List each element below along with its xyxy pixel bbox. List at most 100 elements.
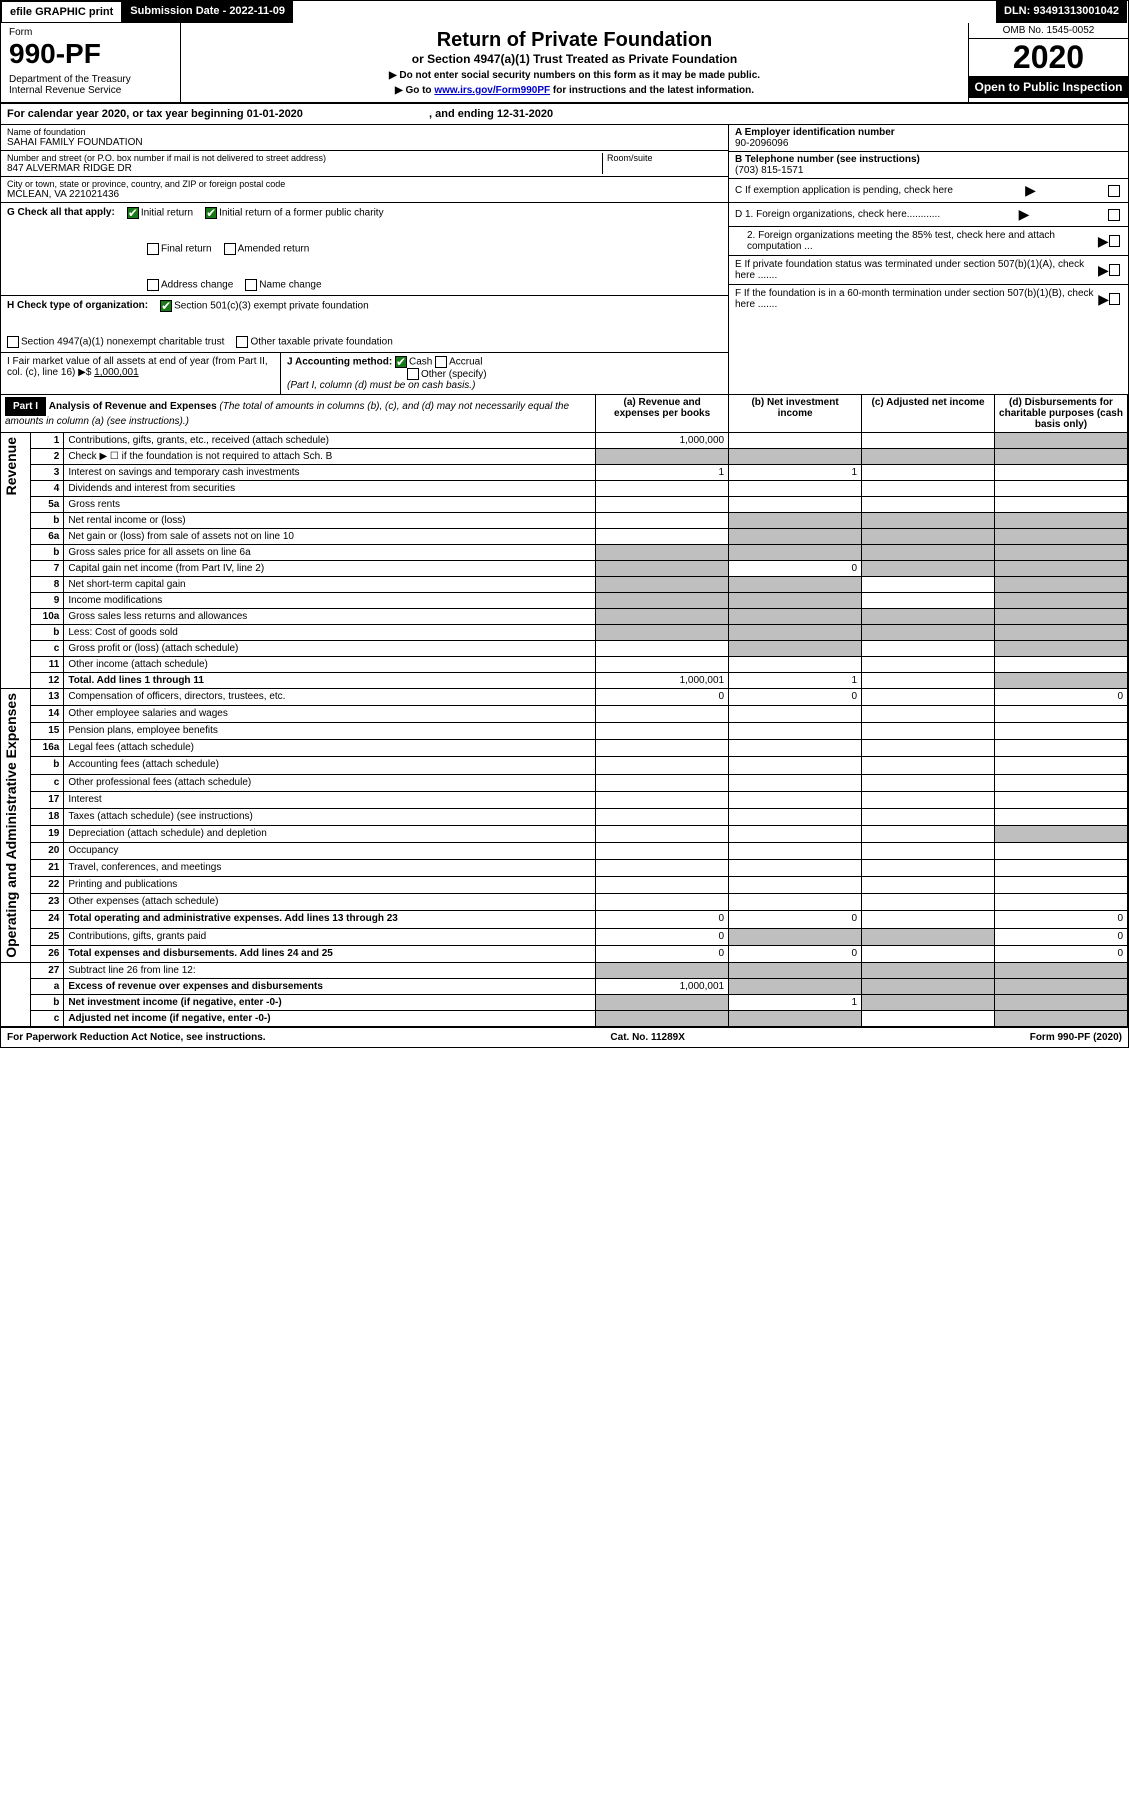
cell-c bbox=[862, 860, 995, 877]
cell-a bbox=[596, 593, 729, 609]
chk-accrual[interactable] bbox=[435, 356, 447, 368]
cell-d bbox=[995, 449, 1128, 465]
cell-c bbox=[862, 945, 995, 962]
line-27: 27Subtract line 26 from line 12: bbox=[1, 962, 1128, 978]
line-num: 20 bbox=[30, 842, 64, 859]
line-13: Operating and Administrative Expenses13C… bbox=[1, 689, 1128, 706]
line-desc: Dividends and interest from securities bbox=[64, 481, 596, 497]
cell-d: 0 bbox=[995, 945, 1128, 962]
line-7: 7Capital gain net income (from Part IV, … bbox=[1, 561, 1128, 577]
chk-amended[interactable] bbox=[224, 243, 236, 255]
line-num: c bbox=[30, 774, 64, 791]
line-num: 9 bbox=[30, 593, 64, 609]
chk-initial-former[interactable] bbox=[205, 207, 217, 219]
line-num: a bbox=[30, 978, 64, 994]
line-16c: cOther professional fees (attach schedul… bbox=[1, 774, 1128, 791]
cell-b bbox=[729, 978, 862, 994]
form-label: Form bbox=[9, 27, 172, 38]
cell-d bbox=[995, 657, 1128, 673]
cell-d bbox=[995, 825, 1128, 842]
top-bar: efile GRAPHIC print Submission Date - 20… bbox=[1, 1, 1128, 23]
chk-cash[interactable] bbox=[395, 356, 407, 368]
cell-b: 1 bbox=[729, 673, 862, 689]
cell-b bbox=[729, 894, 862, 911]
cell-a bbox=[596, 481, 729, 497]
g-check-row: G Check all that apply: Initial return I… bbox=[1, 203, 728, 296]
cell-b bbox=[729, 962, 862, 978]
chk-f[interactable] bbox=[1109, 293, 1120, 305]
chk-d1[interactable] bbox=[1108, 209, 1120, 221]
line-desc: Less: Cost of goods sold bbox=[64, 625, 596, 641]
cell-b bbox=[729, 545, 862, 561]
chk-4947a1[interactable] bbox=[7, 336, 19, 348]
line-desc: Income modifications bbox=[64, 593, 596, 609]
cell-c bbox=[862, 1010, 995, 1026]
cell-a bbox=[596, 497, 729, 513]
cell-a bbox=[596, 561, 729, 577]
cell-d bbox=[995, 791, 1128, 808]
line-desc: Other professional fees (attach schedule… bbox=[64, 774, 596, 791]
line-desc: Gross sales price for all assets on line… bbox=[64, 545, 596, 561]
line-desc: Interest bbox=[64, 791, 596, 808]
chk-other-taxable[interactable] bbox=[236, 336, 248, 348]
cell-d bbox=[995, 673, 1128, 689]
form-title: Return of Private Foundation bbox=[187, 29, 962, 52]
cell-d: 0 bbox=[995, 911, 1128, 928]
city-state-zip: MCLEAN, VA 221021436 bbox=[7, 189, 722, 200]
line-num: 23 bbox=[30, 894, 64, 911]
line-desc: Subtract line 26 from line 12: bbox=[64, 962, 596, 978]
cell-a bbox=[596, 545, 729, 561]
chk-address-change[interactable] bbox=[147, 279, 159, 291]
cell-c bbox=[862, 609, 995, 625]
cell-a: 1,000,001 bbox=[596, 673, 729, 689]
efile-print[interactable]: efile GRAPHIC print bbox=[1, 1, 122, 23]
cell-c bbox=[862, 911, 995, 928]
chk-501c3[interactable] bbox=[160, 300, 172, 312]
cell-a bbox=[596, 962, 729, 978]
cell-c bbox=[862, 497, 995, 513]
chk-d2[interactable] bbox=[1109, 235, 1120, 247]
cell-b bbox=[729, 449, 862, 465]
goto-note: ▶ Go to www.irs.gov/Form990PF for instru… bbox=[187, 85, 962, 96]
cell-a bbox=[596, 774, 729, 791]
chk-initial-return[interactable] bbox=[127, 207, 139, 219]
cat-no: Cat. No. 11289X bbox=[610, 1032, 684, 1043]
chk-e[interactable] bbox=[1109, 264, 1120, 276]
cell-a: 0 bbox=[596, 928, 729, 945]
chk-other-method[interactable] bbox=[407, 368, 419, 380]
chk-name-change[interactable] bbox=[245, 279, 257, 291]
cell-b: 1 bbox=[729, 994, 862, 1010]
cell-c bbox=[862, 962, 995, 978]
line-22: 22Printing and publications bbox=[1, 877, 1128, 894]
col-a: (a) Revenue and expenses per books bbox=[596, 395, 729, 433]
cell-d: 0 bbox=[995, 689, 1128, 706]
cell-a bbox=[596, 723, 729, 740]
cell-b bbox=[729, 609, 862, 625]
line-num: 11 bbox=[30, 657, 64, 673]
dln: DLN: 93491313001042 bbox=[996, 1, 1128, 23]
acct-method-label: J Accounting method: bbox=[287, 357, 392, 368]
line-desc: Legal fees (attach schedule) bbox=[64, 740, 596, 757]
cell-a: 1,000,000 bbox=[596, 433, 729, 449]
cell-a bbox=[596, 860, 729, 877]
line-num: 6a bbox=[30, 529, 64, 545]
cell-d bbox=[995, 513, 1128, 529]
line-21: 21Travel, conferences, and meetings bbox=[1, 860, 1128, 877]
line-desc: Other employee salaries and wages bbox=[64, 706, 596, 723]
cell-b: 0 bbox=[729, 911, 862, 928]
line-num: 24 bbox=[30, 911, 64, 928]
line-25: 25Contributions, gifts, grants paid00 bbox=[1, 928, 1128, 945]
cell-c bbox=[862, 689, 995, 706]
chk-final-return[interactable] bbox=[147, 243, 159, 255]
line-desc: Net rental income or (loss) bbox=[64, 513, 596, 529]
form-subtitle: or Section 4947(a)(1) Trust Treated as P… bbox=[187, 52, 962, 66]
chk-c[interactable] bbox=[1108, 185, 1120, 197]
line-9: 9Income modifications bbox=[1, 593, 1128, 609]
irs-link[interactable]: www.irs.gov/Form990PF bbox=[434, 85, 550, 96]
line-desc: Net gain or (loss) from sale of assets n… bbox=[64, 529, 596, 545]
cell-a bbox=[596, 757, 729, 774]
line-num: 27 bbox=[30, 962, 64, 978]
line-num: 22 bbox=[30, 877, 64, 894]
cell-c bbox=[862, 545, 995, 561]
cell-c bbox=[862, 842, 995, 859]
